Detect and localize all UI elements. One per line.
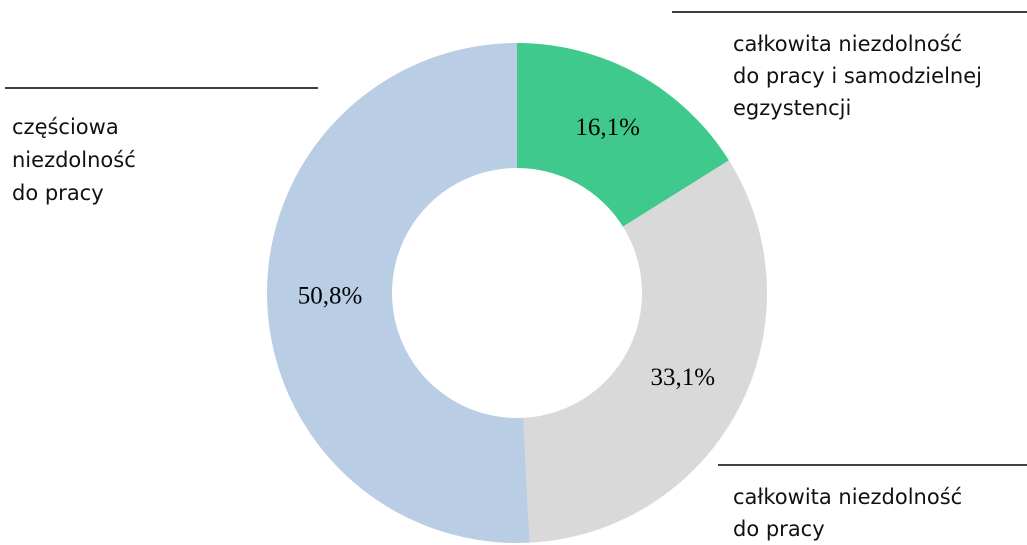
value-label: 33,1%	[651, 364, 716, 391]
category-label: niezdolność	[12, 148, 136, 172]
category-label: całkowita niezdolność	[733, 32, 962, 56]
category-label: częściowa	[12, 115, 119, 139]
category-label: do pracy	[12, 181, 104, 205]
donut-slice	[517, 43, 729, 227]
category-label: egzystencji	[733, 96, 851, 120]
donut-slice	[267, 43, 530, 543]
donut-slice	[523, 160, 768, 543]
category-label: do pracy	[733, 517, 825, 541]
value-label: 16,1%	[575, 114, 640, 141]
category-label: do pracy i samodzielnej	[733, 64, 982, 88]
value-label: 50,8%	[298, 282, 363, 309]
category-label: całkowita niezdolność	[733, 485, 962, 509]
